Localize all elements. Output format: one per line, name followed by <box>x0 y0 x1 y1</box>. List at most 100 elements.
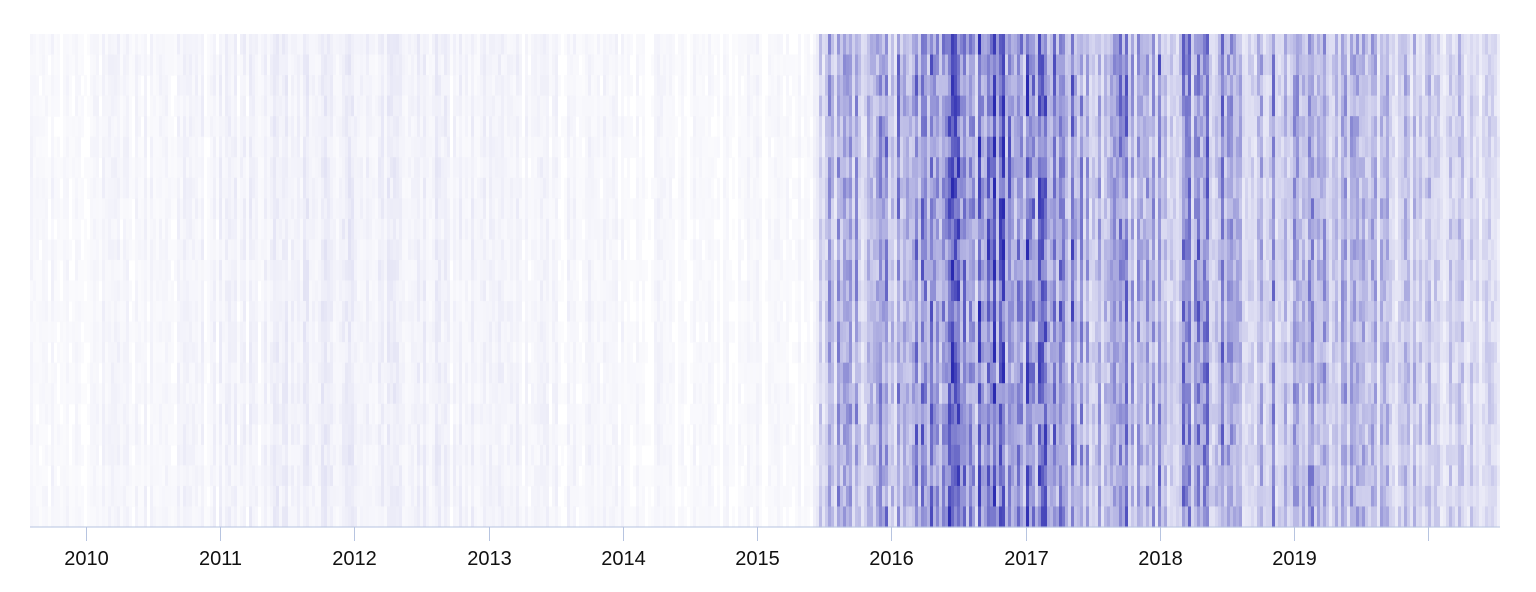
heatmap-cell <box>1353 54 1356 76</box>
heatmap-cell <box>141 54 144 76</box>
heatmap-cell <box>726 239 729 261</box>
heatmap-cell <box>225 95 228 117</box>
heatmap-cell <box>1014 198 1017 220</box>
heatmap-cell <box>159 75 162 97</box>
heatmap-cell <box>1476 75 1479 97</box>
heatmap-cell <box>1341 177 1344 199</box>
heatmap-cell <box>423 136 426 158</box>
heatmap-cell <box>87 177 90 199</box>
heatmap-cell <box>1245 75 1248 97</box>
heatmap-cell <box>567 239 570 261</box>
heatmap-cell <box>1197 34 1200 56</box>
heatmap-cell <box>1125 95 1128 117</box>
heatmap-cell <box>231 177 234 199</box>
heatmap-cell <box>936 218 939 241</box>
heatmap-cell <box>69 95 72 117</box>
heatmap-cell <box>1137 239 1140 261</box>
heatmap-cell <box>396 95 399 117</box>
heatmap-cell <box>462 34 465 56</box>
heatmap-cell <box>1491 75 1494 97</box>
heatmap-cell <box>1215 54 1218 76</box>
heatmap-cell <box>1494 95 1497 117</box>
heatmap-cell <box>564 218 567 241</box>
heatmap-cell <box>1068 54 1071 76</box>
heatmap-cell <box>867 34 870 56</box>
heatmap-cell <box>1179 177 1182 199</box>
heatmap-cell <box>1476 198 1479 220</box>
heatmap-cell <box>279 218 282 241</box>
heatmap-cell <box>345 198 348 220</box>
heatmap-cell <box>1140 198 1143 220</box>
heatmap-cell <box>1365 157 1368 179</box>
heatmap-cell <box>579 116 582 138</box>
heatmap-cell <box>1191 218 1194 241</box>
heatmap-cell <box>102 95 105 117</box>
heatmap-cell <box>594 116 597 138</box>
heatmap-cell <box>120 54 123 76</box>
heatmap-cell <box>1413 54 1416 76</box>
heatmap-cell <box>1059 198 1062 220</box>
heatmap-cell <box>75 116 78 138</box>
heatmap-cell <box>42 95 45 117</box>
heatmap-cell <box>1140 136 1143 158</box>
heatmap-cell <box>1122 239 1125 261</box>
heatmap-cell <box>804 198 807 220</box>
heatmap-cell <box>186 34 189 56</box>
heatmap-cell <box>705 116 708 138</box>
heatmap-cell <box>954 239 957 261</box>
heatmap-cell <box>1026 34 1029 56</box>
heatmap-cell <box>1110 34 1113 56</box>
heatmap-cell <box>1407 157 1410 179</box>
heatmap-cell <box>903 95 906 117</box>
heatmap-cell <box>894 75 897 97</box>
heatmap-cell <box>1224 75 1227 97</box>
heatmap-cell <box>1359 54 1362 76</box>
heatmap-cell <box>339 157 342 179</box>
heatmap-cell <box>1305 54 1308 76</box>
heatmap-cell <box>1035 116 1038 138</box>
heatmap-cell <box>765 95 768 117</box>
heatmap-cell <box>678 95 681 117</box>
heatmap-cell <box>195 239 198 261</box>
heatmap-cell <box>42 218 45 241</box>
heatmap-cell <box>462 116 465 138</box>
heatmap-cell <box>1044 95 1047 117</box>
heatmap-cell <box>615 54 618 76</box>
heatmap-cell <box>1233 34 1236 56</box>
heatmap-cell <box>198 218 201 241</box>
heatmap-cell <box>474 239 477 261</box>
heatmap-cell <box>93 239 96 261</box>
heatmap-cell <box>414 95 417 117</box>
heatmap-cell <box>642 54 645 76</box>
heatmap-cell <box>966 239 969 261</box>
heatmap-cell <box>111 218 114 241</box>
heatmap-cell <box>918 218 921 241</box>
heatmap-cell <box>1002 75 1005 97</box>
heatmap-cell <box>1059 116 1062 138</box>
heatmap-cell <box>747 34 750 56</box>
heatmap-cell <box>738 75 741 97</box>
heatmap-cell <box>816 157 819 179</box>
heatmap-cell <box>1464 34 1467 56</box>
heatmap-cell <box>495 75 498 97</box>
heatmap-cell <box>627 54 630 76</box>
heatmap-cell <box>165 218 168 241</box>
heatmap-cell <box>1386 54 1389 76</box>
heatmap-cell <box>744 177 747 199</box>
heatmap-cell <box>1299 54 1302 76</box>
heatmap-cell <box>1086 177 1089 199</box>
heatmap-cell <box>108 75 111 97</box>
heatmap-cell <box>1380 198 1383 220</box>
heatmap-cell <box>138 239 141 261</box>
heatmap-cell <box>1308 218 1311 241</box>
heatmap-cell <box>1305 157 1308 179</box>
heatmap-cell <box>516 177 519 199</box>
heatmap-cell <box>138 34 141 56</box>
heatmap-cell <box>186 177 189 199</box>
heatmap-cell <box>444 116 447 138</box>
heatmap-cell <box>906 177 909 199</box>
heatmap-cell <box>555 116 558 138</box>
heatmap-cell <box>78 75 81 97</box>
heatmap-cell <box>342 198 345 220</box>
heatmap-cell <box>453 34 456 56</box>
